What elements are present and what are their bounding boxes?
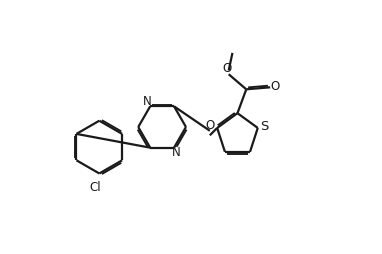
Text: N: N xyxy=(143,96,152,108)
Text: S: S xyxy=(260,120,268,133)
Text: Cl: Cl xyxy=(89,181,100,194)
Text: O: O xyxy=(205,119,214,132)
Text: O: O xyxy=(270,80,279,93)
Text: O: O xyxy=(223,62,232,75)
Text: N: N xyxy=(172,146,181,158)
